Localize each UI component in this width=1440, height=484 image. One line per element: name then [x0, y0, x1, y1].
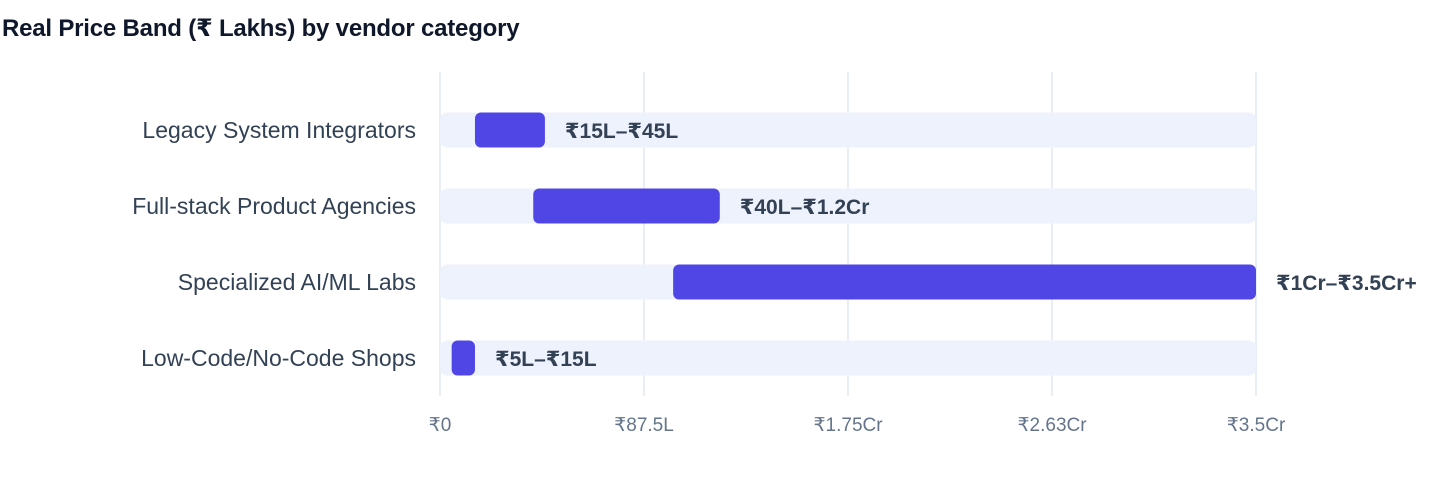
x-tick-label-2: ₹1.75Cr: [813, 415, 883, 436]
range-bars: [451, 112, 1256, 376]
range-label-1: ₹40L–₹1.2Cr: [740, 196, 870, 219]
range-label-0: ₹15L–₹45L: [565, 120, 678, 143]
bar-track-3: [440, 340, 1256, 376]
category-label-3: Low-Code/No-Code Shops: [141, 345, 416, 371]
x-tick-label-4: ₹3.5Cr: [1227, 415, 1286, 436]
category-label-2: Specialized AI/ML Labs: [178, 269, 416, 295]
x-tick-label-0: ₹0: [429, 415, 452, 436]
category-label-1: Full-stack Product Agencies: [132, 193, 416, 219]
x-tick-label-1: ₹87.5L: [614, 415, 674, 436]
bar-track-0: [440, 112, 1256, 148]
range-bar-2[interactable]: [673, 264, 1256, 300]
range-label-2: ₹1Cr–₹3.5Cr+: [1276, 272, 1417, 295]
chart-title: Real Price Band (₹ Lakhs) by vendor cate…: [2, 15, 520, 42]
x-tick-label-3: ₹2.63Cr: [1017, 415, 1087, 436]
range-bar-0[interactable]: [474, 112, 545, 148]
range-label-3: ₹5L–₹15L: [495, 348, 597, 371]
range-bar-1[interactable]: [533, 188, 720, 224]
range-bar-3[interactable]: [451, 340, 475, 376]
category-label-0: Legacy System Integrators: [142, 117, 416, 143]
chart-labels: ₹0 ₹87.5L ₹1.75Cr ₹2.63Cr ₹3.5Cr Legacy Syste…: [132, 117, 1417, 436]
